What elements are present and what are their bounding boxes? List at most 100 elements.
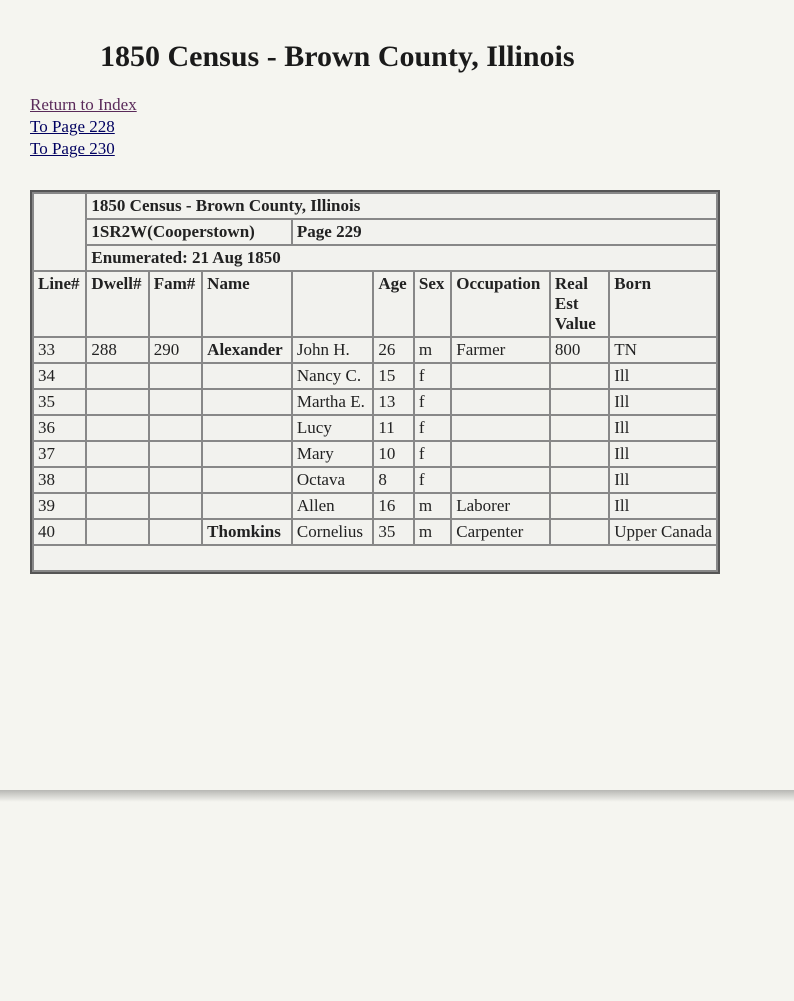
header-row-enumerated: Enumerated: 21 Aug 1850 [34,246,716,270]
cell: 35 [374,520,413,544]
return-to-index-link[interactable]: Return to Index [30,94,764,116]
footer-row [34,546,716,570]
cell: Ill [610,442,716,466]
cell: Ill [610,416,716,440]
cell [87,520,147,544]
col-fam-: Fam# [150,272,201,336]
cell: f [415,364,450,388]
cell [551,442,608,466]
cell: Farmer [452,338,549,362]
cell: Ill [610,494,716,518]
cell [452,416,549,440]
cell [551,520,608,544]
cell: 16 [374,494,413,518]
cell [452,364,549,388]
table-row: 33288290AlexanderJohn H.26mFarmer800TN [34,338,716,362]
cell [203,364,291,388]
cell [87,390,147,414]
col-born: Born [610,272,716,336]
cell: 38 [34,468,85,492]
cell: 35 [34,390,85,414]
col-dwell-: Dwell# [87,272,147,336]
col-name: Name [203,272,291,336]
cell [203,416,291,440]
cell: 40 [34,520,85,544]
census-table: 1850 Census - Brown County, Illinois 1SR… [30,190,720,574]
township-cell: 1SR2W(Cooperstown) [87,220,290,244]
cell [452,442,549,466]
cell: m [415,520,450,544]
cell: Allen [293,494,372,518]
header-row-township: 1SR2W(Cooperstown) Page 229 [34,220,716,244]
cell [203,494,291,518]
cell [87,364,147,388]
cell [150,520,201,544]
page-title: 1850 Census - Brown County, Illinois [30,40,764,74]
cell [551,468,608,492]
page-number-cell: Page 229 [293,220,716,244]
cell [203,442,291,466]
cell: 37 [34,442,85,466]
table-row: 34 Nancy C.15f Ill [34,364,716,388]
cell: f [415,468,450,492]
cell: 34 [34,364,85,388]
cell: f [415,416,450,440]
table-row: 35 Martha E.13f Ill [34,390,716,414]
cell [150,468,201,492]
cell [203,390,291,414]
cell: Ill [610,364,716,388]
cell [87,494,147,518]
cell [150,442,201,466]
cell: 290 [150,338,201,362]
cell: f [415,390,450,414]
cell [551,416,608,440]
cell: 26 [374,338,413,362]
cell: Laborer [452,494,549,518]
header-spacer [34,194,85,270]
enumerated-cell: Enumerated: 21 Aug 1850 [87,246,716,270]
cell: Mary [293,442,372,466]
table-row: 38Octava8fIll [34,468,716,492]
cell: 15 [374,364,413,388]
cell: Octava [293,468,372,492]
col-real-est-value: Real Est Value [551,272,608,336]
census-title-cell: 1850 Census - Brown County, Illinois [87,194,716,218]
nav-links: Return to Index To Page 228 To Page 230 [30,94,764,160]
prev-page-link[interactable]: To Page 228 [30,116,764,138]
cell: Martha E. [293,390,372,414]
cell: m [415,494,450,518]
col-age: Age [374,272,413,336]
next-page-link[interactable]: To Page 230 [30,138,764,160]
cell: 800 [551,338,608,362]
cell: 11 [374,416,413,440]
col-sex: Sex [415,272,450,336]
table-row: 40ThomkinsCornelius35mCarpenterUpper Can… [34,520,716,544]
footer-cell [34,546,716,570]
page-fold-shadow [0,790,794,802]
cell: Nancy C. [293,364,372,388]
cell [452,390,549,414]
table-row: 36 Lucy11f Ill [34,416,716,440]
cell [551,494,608,518]
cell: Lucy [293,416,372,440]
col-line-: Line# [34,272,85,336]
cell [150,494,201,518]
cell: 33 [34,338,85,362]
column-header-row: Line#Dwell#Fam#NameAgeSexOccupationReal … [34,272,716,336]
cell: 8 [374,468,413,492]
cell: 36 [34,416,85,440]
cell: Upper Canada [610,520,716,544]
cell: m [415,338,450,362]
cell: 13 [374,390,413,414]
cell [87,416,147,440]
cell: John H. [293,338,372,362]
cell: Cornelius [293,520,372,544]
cell [551,390,608,414]
cell [150,390,201,414]
cell [87,468,147,492]
cell [87,442,147,466]
table-row: 37Mary10fIll [34,442,716,466]
cell: Alexander [203,338,291,362]
cell: Ill [610,390,716,414]
cell: TN [610,338,716,362]
